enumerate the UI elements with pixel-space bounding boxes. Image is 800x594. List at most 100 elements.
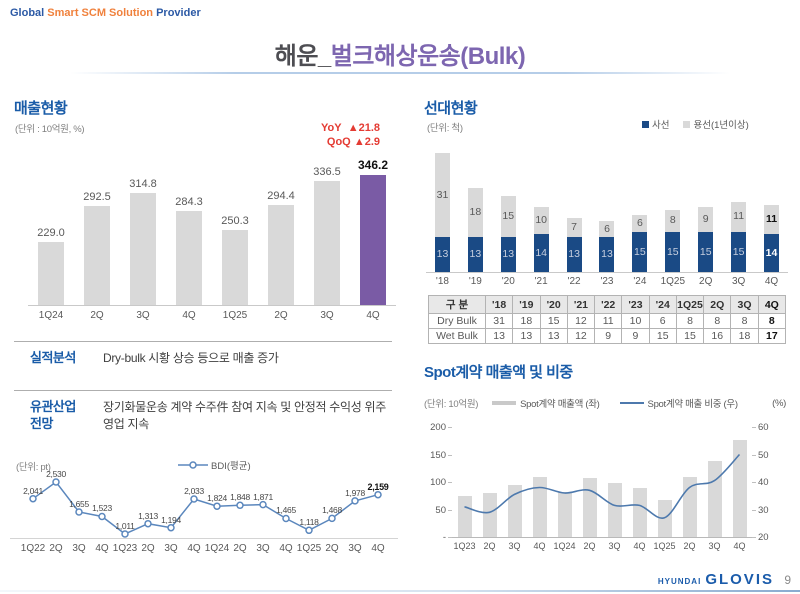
fleet-owned-segment: 15 [665, 231, 681, 272]
bdi-x-label: 4Q [95, 543, 109, 554]
table-header-cell: 구 분 [428, 295, 486, 314]
revenue-bar-value: 346.2 [357, 158, 389, 173]
spot-left-axis: 200 150 100 50 - [414, 422, 446, 543]
spot-bar [557, 492, 572, 537]
table-cell: 6 [648, 313, 677, 329]
brand-provider: Provider [156, 7, 201, 19]
spot-bar-column [552, 427, 577, 537]
bdi-x-label: 3Q [72, 543, 86, 554]
revenue-bar-column: 292.5 [74, 150, 120, 305]
table-header-cell: 3Q [730, 295, 759, 314]
spot-x-label: 4Q [733, 541, 746, 551]
spot-left-tick: 150 [430, 449, 446, 461]
fleet-charter-segment: 6 [632, 215, 648, 232]
spot-bar [532, 477, 547, 537]
bdi-legend-label: BDI(평균) [211, 461, 251, 472]
table-header-cell: '21 [566, 295, 596, 314]
spot-bar-column [727, 427, 752, 537]
page-title-prefix: 해운_ [274, 43, 332, 70]
table-cell: 15 [675, 328, 705, 344]
bdi-x-label: 1Q23 [112, 543, 138, 554]
table-cell: 11 [594, 313, 623, 329]
table-header-cell: 1Q25 [675, 295, 705, 314]
data-point [167, 523, 175, 532]
fleet-charter-segment: 15 [500, 196, 516, 237]
revenue-bar [222, 230, 248, 305]
table-cell: 13 [484, 328, 514, 344]
table-cell: 13 [512, 328, 541, 344]
tick-mark [752, 537, 756, 538]
table-cell: 8 [703, 313, 732, 329]
bdi-x-label: 1Q24 [204, 543, 230, 554]
table-cell: Wet Bulk [428, 328, 486, 344]
bdi-point-value: 2,041 [23, 485, 43, 496]
table-cell: 9 [621, 328, 650, 344]
spot-left-tick: - [442, 532, 446, 543]
fleet-charter-segment: 18 [467, 188, 483, 237]
logo-glovis: GLOVIS [705, 571, 774, 588]
spot-bar-swatch-icon [492, 401, 517, 405]
revenue-bar [314, 180, 340, 305]
fleet-x-label: '22 [567, 276, 581, 287]
fleet-bar-column: 6 13 [591, 144, 624, 272]
spot-bar [632, 488, 647, 537]
table-cell: 17 [757, 328, 787, 344]
fleet-legend-charter-label: 용선(1년이상) [693, 120, 749, 131]
revenue-bar-chart: 229.0 292.5 314.8 284.3 250.3 294.4 336.5 346.2 [28, 150, 396, 305]
table-cell: 13 [539, 328, 568, 344]
revenue-bar-value: 284.3 [175, 195, 203, 208]
bdi-point-value: 1,118 [299, 517, 319, 528]
page-number: 9 [784, 573, 791, 587]
revenue-x-label: 1Q24 [38, 310, 64, 321]
table-cell: 15 [539, 313, 568, 329]
line-path [32, 480, 379, 535]
revenue-bar-column: 336.5 [304, 150, 350, 305]
revenue-heading: 매출현황 [14, 100, 68, 117]
fleet-charter-segment: 11 [731, 201, 747, 232]
spot-left-tick: 200 [430, 422, 446, 433]
fleet-bar-column: 11 14 [755, 144, 788, 272]
analysis-text: Dry-bulk 시황 상승 등으로 매출 증가 [103, 351, 279, 365]
bdi-x-label: 1Q22 [20, 543, 46, 554]
table-cell: 12 [566, 328, 596, 344]
tick-mark [448, 482, 452, 483]
revenue-bar-value: 336.5 [313, 165, 341, 178]
data-point [52, 478, 60, 486]
spot-bar [457, 495, 472, 537]
outlook-heading: 유관산업 전망 [30, 398, 76, 432]
fleet-legend-owned-label: 사선 [652, 120, 670, 131]
table-cell: 9 [594, 328, 623, 344]
spot-x-label: 1Q25 [653, 541, 676, 551]
spot-bar-column [477, 427, 502, 537]
title-underline [70, 72, 730, 74]
fleet-charter-segment: 8 [665, 209, 681, 232]
yoy-label: YoY [321, 122, 342, 134]
spot-bar [607, 482, 622, 537]
spot-x-label: 2Q [683, 541, 696, 551]
revenue-x-label: 3Q [320, 310, 334, 321]
revenue-bar-column: 229.0 [28, 150, 74, 305]
fleet-owned-segment: 13 [467, 236, 483, 272]
spot-x-label: 1Q23 [453, 541, 476, 551]
spot-right-tick: 30 [758, 504, 769, 516]
table-header-cell: 2Q [703, 295, 732, 314]
data-point [121, 530, 129, 538]
bdi-point-value: 1,465 [276, 505, 296, 516]
owned-swatch-icon [642, 121, 649, 128]
spot-x-label: 3Q [508, 541, 521, 551]
table-cell: 31 [484, 313, 514, 329]
spot-left-tick: 100 [430, 477, 446, 488]
brand-smart-scm: Smart SCM Solution [47, 7, 154, 19]
fleet-x-label: 3Q [731, 276, 746, 287]
tick-mark [752, 509, 756, 511]
data-point [282, 514, 290, 523]
table-cell: 8 [757, 313, 787, 329]
table-cell: 10 [621, 313, 650, 329]
spot-bar-column [702, 427, 727, 537]
tick-mark [752, 427, 756, 428]
bdi-point-value: 2,530 [46, 469, 66, 479]
revenue-bar [130, 193, 156, 305]
fleet-owned-segment: 15 [731, 231, 747, 272]
bdi-legend-marker [178, 461, 208, 469]
